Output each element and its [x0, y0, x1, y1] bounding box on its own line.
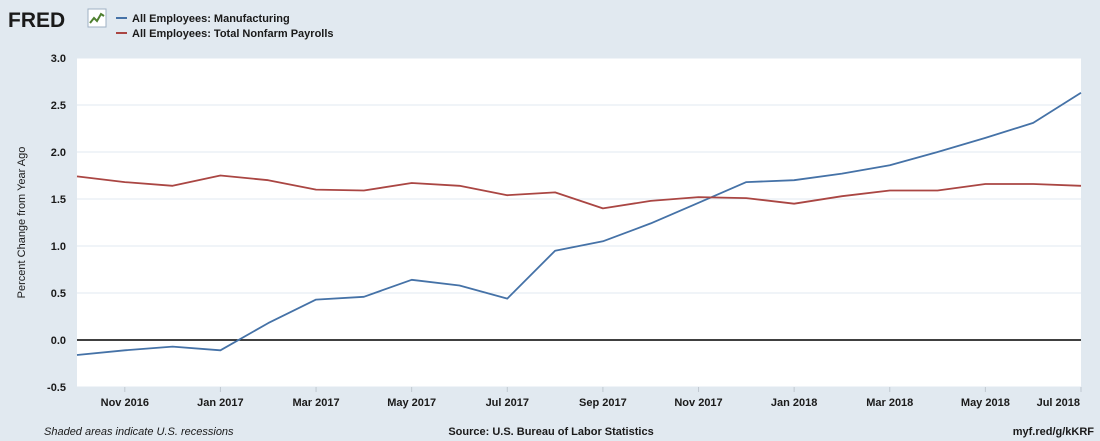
- legend-item[interactable]: All Employees: Manufacturing: [116, 13, 290, 25]
- y-axis: -0.5 0.0 0.5 1.0 1.5 2.0 2.5 3.0: [47, 53, 66, 394]
- y-tick-label: 1.0: [51, 241, 66, 253]
- y-tick-label: 0.0: [51, 335, 66, 347]
- y-tick-label: 2.0: [51, 147, 66, 159]
- short-url-link[interactable]: myf.red/g/kKRF: [1013, 426, 1095, 438]
- y-tick-label: 1.5: [51, 194, 66, 206]
- series-line-manufacturing[interactable]: [76, 92, 1082, 356]
- series-layer: [76, 92, 1082, 356]
- x-tick-label: Nov 2017: [674, 397, 722, 409]
- legend-label: All Employees: Total Nonfarm Payrolls: [132, 28, 334, 40]
- plot-area: [77, 58, 1081, 387]
- x-tick-label: May 2017: [387, 397, 436, 409]
- x-tick-label: Jan 2017: [197, 397, 243, 409]
- legend-item[interactable]: All Employees: Total Nonfarm Payrolls: [116, 28, 334, 40]
- fred-logo[interactable]: FRED: [8, 8, 107, 32]
- legend: All Employees: Manufacturing All Employee…: [116, 13, 334, 40]
- chart-line-icon: [87, 8, 107, 28]
- x-tick-label: Nov 2016: [101, 397, 149, 409]
- y-tick-label: 0.5: [51, 288, 66, 300]
- series-line-nonfarm[interactable]: [76, 174, 1082, 210]
- x-tick-label: Mar 2017: [293, 397, 340, 409]
- logo-text: FRED: [8, 9, 65, 32]
- x-tick-label: Jan 2018: [771, 397, 817, 409]
- x-tick-label: Jul 2017: [486, 397, 529, 409]
- x-tick-label: Mar 2018: [866, 397, 913, 409]
- y-tick-label: -0.5: [47, 382, 66, 394]
- recession-note: Shaded areas indicate U.S. recessions: [44, 426, 234, 438]
- y-tick-label: 3.0: [51, 53, 66, 65]
- x-tick-label: Jul 2018: [1037, 397, 1080, 409]
- y-tick-label: 2.5: [51, 100, 66, 112]
- y-axis-title: Percent Change from Year Ago: [16, 147, 28, 299]
- x-tick-label: Sep 2017: [579, 397, 627, 409]
- x-tick-label: May 2018: [961, 397, 1010, 409]
- source-text: Source: U.S. Bureau of Labor Statistics: [448, 426, 653, 438]
- x-axis: Nov 2016 Jan 2017 Mar 2017 May 2017 Jul 2017…: [101, 387, 1082, 409]
- legend-label: All Employees: Manufacturing: [132, 13, 290, 25]
